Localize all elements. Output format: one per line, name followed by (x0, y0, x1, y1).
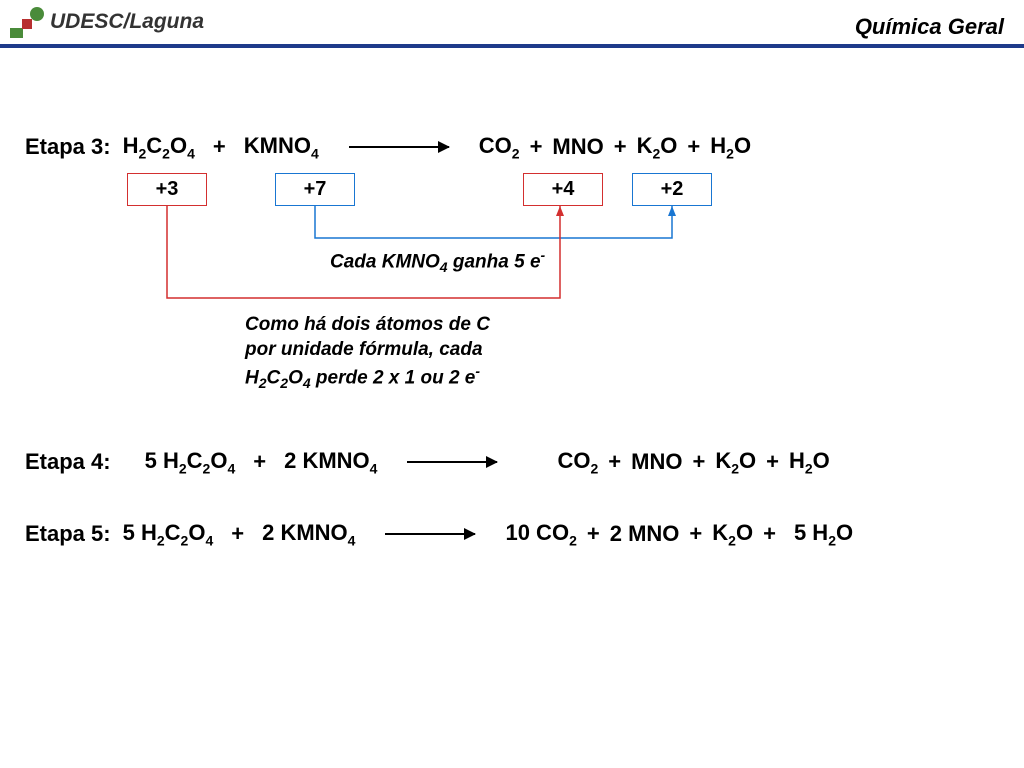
note-kmno4-gain: Cada KMNO4 ganha 5 e- (330, 246, 545, 276)
note-line: Como há dois átomos de C (245, 313, 490, 338)
reaction-arrow-icon (385, 533, 475, 535)
e5-r1: 5 H2C2O4 (123, 520, 214, 548)
plus: + (231, 521, 244, 547)
plus: + (608, 449, 621, 475)
plus: + (763, 521, 776, 547)
e5-p1: 10 CO2 (505, 520, 576, 548)
e4-p1: CO2 (557, 448, 598, 476)
udesc-logo-icon (10, 6, 46, 38)
ox-box-c-product: +4 (523, 173, 603, 206)
e4-r2: 2 KMNO4 (284, 448, 377, 476)
plus: + (692, 449, 705, 475)
note-h2c2o4-loss: Como há dois átomos de C por unidade fór… (245, 313, 490, 393)
etapa3-row: Etapa 3: H2C2O4 + KMNO4 CO2 + MNO + K2O … (25, 133, 751, 161)
plus: + (587, 521, 600, 547)
reaction-arrow-icon (407, 461, 497, 463)
plus: + (253, 449, 266, 475)
product-h2o: H2O (710, 133, 751, 161)
product-mno: MNO (552, 134, 603, 160)
ox-box-c-reactant: +3 (127, 173, 207, 206)
reactant-h2c2o4: H2C2O4 (123, 133, 195, 161)
page-title: Química Geral (855, 14, 1004, 40)
e5-p3: K2O (712, 520, 753, 548)
e4-p2: MNO (631, 449, 682, 475)
e4-p4: H2O (789, 448, 830, 476)
note-line: H2C2O4 perde 2 x 1 ou 2 e- (245, 362, 490, 392)
etapa5-row: Etapa 5: 5 H2C2O4 + 2 KMNO4 10 CO2 + 2 M… (25, 520, 853, 548)
etapa4-label: Etapa 4: (25, 449, 111, 475)
e5-p2: 2 MNO (610, 521, 680, 547)
slide-content: Etapa 3: H2C2O4 + KMNO4 CO2 + MNO + K2O … (0, 48, 1024, 108)
product-co2: CO2 (479, 133, 520, 161)
plus: + (766, 449, 779, 475)
etapa3-label: Etapa 3: (25, 134, 111, 160)
plus: + (213, 134, 226, 160)
e5-p4: 5 H2O (794, 520, 853, 548)
etapa5-label: Etapa 5: (25, 521, 111, 547)
plus: + (689, 521, 702, 547)
e4-r1: 5 H2C2O4 (145, 448, 236, 476)
header: UDESC/Laguna Química Geral (0, 0, 1024, 48)
plus: + (687, 134, 700, 160)
e4-p3: K2O (715, 448, 756, 476)
logo-text: UDESC/Laguna (50, 10, 204, 34)
reaction-arrow-icon (349, 146, 449, 148)
etapa4-row: Etapa 4: 5 H2C2O4 + 2 KMNO4 CO2 + MNO + … (25, 448, 830, 476)
logo: UDESC/Laguna (10, 6, 204, 38)
plus: + (614, 134, 627, 160)
ox-box-mn-product: +2 (632, 173, 712, 206)
note-line: por unidade fórmula, cada (245, 338, 490, 363)
plus: + (530, 134, 543, 160)
reactant-kmno4: KMNO4 (244, 133, 319, 161)
ox-box-mn-reactant: +7 (275, 173, 355, 206)
e5-r2: 2 KMNO4 (262, 520, 355, 548)
product-k2o: K2O (637, 133, 678, 161)
